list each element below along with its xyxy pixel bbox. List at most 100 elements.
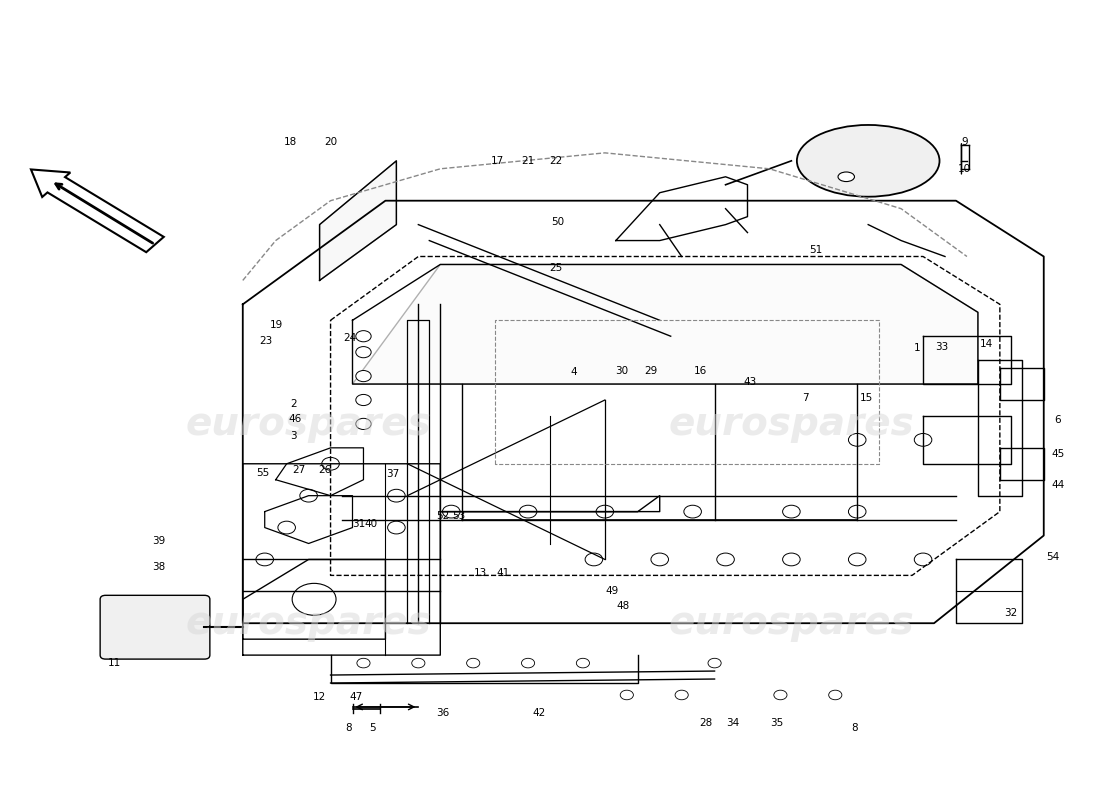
Ellipse shape [293,583,336,615]
Circle shape [651,553,669,566]
Circle shape [914,553,932,566]
Text: eurospares: eurospares [669,405,914,443]
Text: 26: 26 [318,465,332,475]
Text: 43: 43 [744,378,757,387]
Text: 19: 19 [271,320,284,330]
Text: 23: 23 [260,336,273,346]
Circle shape [300,490,318,502]
Text: 13: 13 [474,568,487,578]
Circle shape [782,506,800,518]
Circle shape [256,553,274,566]
Circle shape [355,370,371,382]
Circle shape [387,490,405,502]
Text: 35: 35 [770,718,783,728]
Ellipse shape [838,172,855,182]
Text: 39: 39 [152,536,165,546]
Circle shape [717,553,735,566]
Text: 34: 34 [727,718,740,728]
Text: eurospares: eurospares [186,405,431,443]
Circle shape [356,658,370,668]
Circle shape [278,521,296,534]
Ellipse shape [796,125,939,197]
Polygon shape [352,265,978,384]
Text: 20: 20 [324,138,337,147]
Circle shape [355,394,371,406]
Text: 38: 38 [152,562,165,573]
Circle shape [782,553,800,566]
Text: 37: 37 [386,469,399,479]
Text: 42: 42 [532,707,546,718]
Circle shape [466,658,480,668]
Text: 5: 5 [368,723,375,734]
Text: 48: 48 [617,601,630,610]
Text: 11: 11 [108,658,121,668]
Text: 31: 31 [352,518,365,529]
Circle shape [848,434,866,446]
Text: 33: 33 [935,342,948,351]
Circle shape [355,346,371,358]
Text: 27: 27 [293,465,306,475]
Polygon shape [320,161,396,281]
Text: 25: 25 [549,262,562,273]
Circle shape [596,506,614,518]
Text: 51: 51 [808,245,822,255]
Text: 46: 46 [289,414,302,424]
Text: 49: 49 [606,586,619,596]
Text: 55: 55 [256,468,270,478]
Text: 47: 47 [349,691,362,702]
Circle shape [519,506,537,518]
Circle shape [684,506,702,518]
Circle shape [585,553,603,566]
FancyArrow shape [31,170,164,252]
Text: 36: 36 [436,707,449,718]
Circle shape [675,690,689,700]
Text: 6: 6 [1055,415,1061,425]
Circle shape [322,458,339,470]
Text: 12: 12 [314,691,327,702]
Circle shape [411,658,425,668]
Circle shape [521,658,535,668]
Circle shape [355,418,371,430]
Text: 54: 54 [1046,552,1059,562]
Text: 8: 8 [851,723,858,734]
Text: 16: 16 [694,366,707,375]
Circle shape [773,690,786,700]
FancyBboxPatch shape [100,595,210,659]
Circle shape [848,553,866,566]
Circle shape [914,434,932,446]
Text: eurospares: eurospares [186,604,431,642]
Circle shape [620,690,634,700]
Text: 50: 50 [551,218,564,227]
Text: 3: 3 [290,431,297,441]
Text: 18: 18 [284,138,297,147]
Text: 7: 7 [802,394,808,403]
Text: 32: 32 [1004,608,1018,618]
Text: 21: 21 [521,156,535,166]
Text: 8: 8 [344,723,351,734]
Text: eurospares: eurospares [669,604,914,642]
Text: 24: 24 [343,333,356,343]
Text: 30: 30 [615,366,628,375]
Text: 10: 10 [958,164,971,174]
Circle shape [828,690,842,700]
Text: 22: 22 [549,156,562,166]
Text: 45: 45 [1052,450,1065,459]
Circle shape [442,506,460,518]
Text: 40: 40 [364,518,377,529]
Circle shape [387,521,405,534]
Text: 15: 15 [859,394,872,403]
Text: 1: 1 [914,343,921,353]
Text: 53: 53 [452,510,465,521]
Text: 17: 17 [491,156,504,166]
Text: 14: 14 [980,339,993,349]
Text: 29: 29 [645,366,658,375]
Text: 4: 4 [571,367,578,377]
Text: 52: 52 [436,510,449,521]
Circle shape [848,506,866,518]
Text: 28: 28 [700,718,713,728]
Circle shape [576,658,590,668]
Text: 44: 44 [1052,480,1065,490]
Circle shape [355,330,371,342]
Text: 9: 9 [961,138,968,147]
Text: 41: 41 [496,568,509,578]
